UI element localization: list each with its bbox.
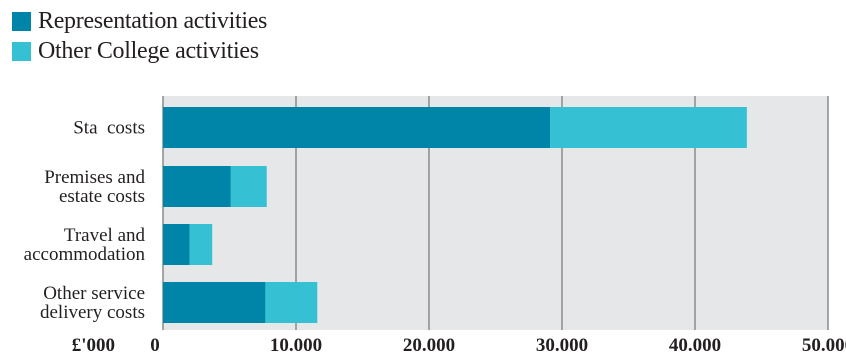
x-tick-label-3: 30.000 [536, 335, 588, 356]
legend-swatch-other-college [12, 41, 31, 61]
x-tick-label-2: 20.000 [403, 335, 455, 356]
category-label-1-line-1: estate costs [59, 186, 145, 207]
bar-representation-3 [163, 282, 266, 323]
bar-representation-2 [163, 224, 190, 265]
category-label-3-line-0: Other service [43, 283, 145, 304]
bar-other-college-3 [265, 282, 318, 323]
legend: Representation activities Other College … [12, 6, 267, 66]
category-label-0-line-0: Sta costs [73, 118, 145, 139]
bar-representation-1 [163, 166, 231, 207]
legend-swatch-representation [12, 11, 31, 31]
bar-other-college-0 [550, 107, 747, 148]
legend-label-representation: Representation activities [38, 7, 268, 34]
x-tick-label-4: 40.000 [669, 335, 721, 356]
x-tick-label-1: 10.000 [270, 335, 322, 356]
bar-representation-0 [163, 107, 551, 148]
bar-other-college-2 [189, 224, 213, 265]
category-label-1-line-0: Premises and [44, 167, 145, 188]
x-tick-label-5: 50.000 [802, 335, 846, 356]
x-tick-label-0: 0 [150, 335, 160, 356]
bar-other-college-1 [230, 166, 267, 207]
legend-item-other-college: Other College activities [12, 36, 267, 66]
category-label-2-line-0: Travel and [64, 225, 146, 246]
category-label-2-line-1: accommodation [24, 244, 146, 265]
category-label-3-line-1: delivery costs [40, 302, 145, 323]
x-unit-label: £'000 [72, 335, 115, 356]
legend-item-representation: Representation activities [12, 6, 267, 36]
legend-label-other-college: Other College activities [38, 37, 259, 64]
